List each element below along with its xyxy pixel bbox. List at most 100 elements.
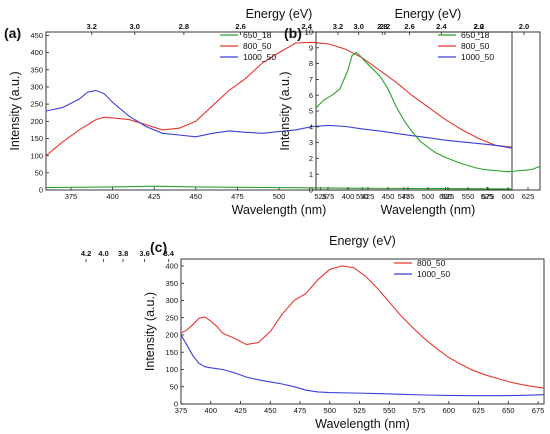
y-axis-label: Intensity (a.u.)	[278, 71, 292, 150]
energy-tick-label: 2.6	[235, 22, 245, 31]
legend-label: 800_50	[243, 41, 272, 51]
chart-panel-3: 375 400 425 450 475 500 525 550 575 600 625 650 675 0…	[81, 234, 545, 431]
energy-tick-label: 3.0	[353, 22, 363, 31]
x-tick-label: 675	[532, 406, 545, 415]
legend-label: 800_50	[417, 258, 446, 268]
energy-tick-label: 4.2	[81, 249, 91, 258]
legend-label: 1000_50	[461, 52, 494, 62]
energy-tick-label: 2.8	[179, 22, 189, 31]
x-tick-label: 625	[522, 192, 535, 201]
x-tick-label: 550	[356, 192, 369, 201]
legend-label: 650_18	[243, 30, 272, 40]
y-tick-label: 200	[165, 331, 178, 340]
energy-tick-label: 2.0	[473, 22, 483, 31]
x-axis-label: Wavelength (nm)	[232, 203, 327, 217]
series-line-650_18	[46, 185, 512, 190]
x-tick-label: 525	[314, 192, 327, 201]
energy-tick-label: 2.8	[377, 22, 387, 31]
y-tick-label: 300	[165, 296, 178, 305]
y-tick-label: 400	[30, 48, 43, 57]
legend-label: 1000_50	[417, 269, 450, 279]
y-tick-label: 1	[309, 170, 313, 179]
x-tick-label: 450	[382, 192, 395, 201]
panel-label: (c)	[150, 239, 167, 255]
top-axis-label: Energy (eV)	[246, 7, 313, 21]
x-tick-label: 475	[231, 192, 244, 201]
x-tick-label: 475	[294, 406, 307, 415]
y-tick-label: 450	[30, 31, 43, 40]
x-tick-label: 625	[472, 406, 485, 415]
x-axis-label: Wavelength (nm)	[315, 417, 410, 431]
x-tick-label: 550	[462, 192, 475, 201]
x-tick-label: 500	[273, 192, 286, 201]
y-tick-label: 150	[165, 348, 178, 357]
chart-panel-1: 375 400 425 450 475 500 525 550 575 600 6250501001…	[4, 7, 513, 217]
x-tick-label: 400	[106, 192, 119, 201]
x-tick-label: 425	[362, 192, 375, 201]
y-tick-label: 10	[305, 28, 313, 37]
y-tick-label: 250	[30, 100, 43, 109]
y-tick-label: 0	[309, 186, 313, 195]
y-tick-label: 8	[309, 59, 313, 68]
energy-tick-label: 4.0	[98, 249, 108, 258]
y-tick-label: 400	[165, 262, 178, 271]
y-tick-label: 4	[309, 122, 313, 131]
energy-tick-label: 2.2	[474, 22, 484, 31]
y-tick-label: 50	[170, 382, 178, 391]
series-line-800_50	[46, 41, 512, 157]
y-tick-label: 0	[174, 400, 178, 409]
y-axis-label: Intensity (a.u.)	[143, 292, 157, 371]
series-line-650_18	[316, 51, 540, 173]
x-tick-label: 400	[204, 406, 217, 415]
x-tick-label: 600	[502, 192, 515, 201]
energy-tick-label: 3.0	[130, 22, 140, 31]
x-tick-label: 500	[324, 406, 337, 415]
y-tick-label: 350	[165, 279, 178, 288]
top-axis-label: Energy (eV)	[395, 7, 462, 21]
series-line-1000_50	[181, 334, 544, 397]
energy-tick-label: 3.6	[139, 249, 149, 258]
legend-label: 800_50	[461, 41, 490, 51]
y-tick-label: 9	[309, 43, 313, 52]
y-tick-label: 50	[35, 168, 43, 177]
y-tick-label: 5	[309, 107, 313, 116]
x-tick-label: 575	[482, 192, 495, 201]
x-tick-label: 600	[439, 192, 452, 201]
x-tick-label: 525	[442, 192, 455, 201]
y-tick-label: 7	[309, 75, 313, 84]
x-tick-label: 425	[234, 406, 247, 415]
plot-frame	[180, 258, 545, 405]
x-tick-label: 450	[190, 192, 203, 201]
x-tick-label: 375	[322, 192, 335, 201]
chart-panel-2: 375 400 425 450 475 500 525 550 575 600 625 0 1 2 3 4 5 6…	[278, 7, 541, 217]
x-tick-label: 375	[175, 406, 188, 415]
legend-label: 650_18	[461, 30, 490, 40]
plot-frame	[315, 31, 541, 191]
x-tick-label: 600	[443, 406, 456, 415]
x-tick-label: 400	[342, 192, 355, 201]
series-line-800_50	[181, 265, 544, 389]
x-tick-label: 475	[402, 192, 415, 201]
x-tick-label: 525	[353, 406, 366, 415]
panel-label: (a)	[4, 25, 21, 41]
y-tick-label: 350	[30, 65, 43, 74]
energy-tick-label: 2.6	[404, 22, 414, 31]
y-tick-label: 100	[30, 151, 43, 160]
energy-tick-label: 3.8	[118, 249, 128, 258]
x-tick-label: 575	[398, 192, 411, 201]
x-tick-label: 375	[65, 192, 78, 201]
y-tick-label: 300	[30, 83, 43, 92]
energy-tick-label: 2.4	[302, 22, 313, 31]
energy-tick-label: 3.2	[87, 22, 97, 31]
energy-tick-label: 2.2	[380, 22, 390, 31]
x-axis-label: Wavelength (nm)	[381, 203, 476, 217]
top-axis-label: Energy (eV)	[329, 234, 396, 248]
energy-tick-label: 2.4	[436, 22, 447, 31]
x-tick-label: 625	[481, 192, 494, 201]
y-tick-label: 6	[309, 91, 313, 100]
y-tick-label: 2	[309, 154, 313, 163]
x-tick-label: 575	[413, 406, 426, 415]
y-tick-label: 200	[30, 117, 43, 126]
series-line-1000_50	[46, 89, 512, 149]
